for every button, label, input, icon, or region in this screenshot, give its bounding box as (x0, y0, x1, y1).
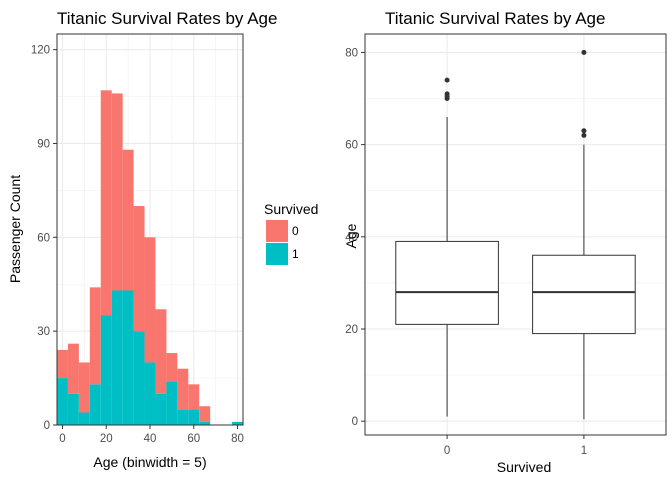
y-tick-label: 80 (345, 47, 358, 59)
legend-label-1: 1 (292, 247, 299, 261)
bar-survived-0 (89, 287, 101, 385)
bar-survived-1 (177, 409, 189, 425)
histogram-y-axis-title: Passenger Count (7, 175, 23, 283)
x-tick-label: 20 (100, 433, 113, 445)
bar-survived-1 (188, 409, 200, 425)
bar-survived-0 (78, 362, 90, 413)
box-iqr (532, 254, 636, 335)
y-tick-label: 0 (44, 420, 50, 432)
legend: Survived 0 1 (264, 201, 318, 265)
bar-survived-0 (67, 343, 79, 394)
bar-survived-1 (57, 378, 68, 425)
bar-survived-0 (166, 353, 178, 382)
histogram-y-ticks: 0 30 60 90 120 (31, 45, 57, 432)
x-tick-label: 60 (187, 433, 200, 445)
box-0 (395, 77, 499, 417)
box-iqr (395, 240, 499, 325)
y-tick-label: 60 (345, 140, 358, 152)
bar-survived-0 (122, 149, 134, 291)
y-tick-label: 120 (31, 45, 50, 57)
boxplot-y-ticks: 0 20 40 60 80 (345, 47, 365, 428)
bar-survived-1 (67, 393, 79, 425)
legend-title: Survived (264, 201, 318, 217)
bar-survived-1 (89, 384, 101, 425)
bar-survived-0 (100, 90, 112, 316)
boxplot-boxes (395, 49, 636, 420)
histogram-bars (57, 90, 243, 425)
bar-survived-0 (57, 349, 68, 379)
x-tick-label: 1 (581, 445, 587, 457)
bar-survived-0 (177, 368, 189, 410)
bar-survived-1 (122, 290, 134, 425)
y-tick-label: 90 (37, 138, 50, 150)
y-tick-label: 20 (345, 324, 358, 336)
bar-survived-1 (232, 421, 243, 425)
bar-survived-1 (133, 331, 145, 425)
bar-survived-1 (155, 393, 167, 425)
bar-survived-1 (78, 412, 90, 425)
legend-key-1 (266, 243, 288, 265)
bar-survived-1 (199, 421, 211, 425)
bar-survived-0 (144, 237, 156, 363)
y-tick-label: 60 (37, 232, 50, 244)
bar-survived-0 (111, 93, 123, 291)
outlier-point (581, 132, 587, 138)
bar-survived-1 (144, 362, 156, 425)
histogram-chart: Titanic Survival Rates by Age 0 20 40 60 80 … (7, 9, 277, 470)
x-tick-label: 80 (231, 433, 244, 445)
bar-survived-0 (155, 309, 167, 394)
bar-survived-0 (199, 406, 211, 422)
y-tick-label: 0 (352, 416, 358, 428)
boxplot-panel-border (364, 33, 667, 436)
histogram-title: Titanic Survival Rates by Age (57, 9, 277, 28)
outlier-point (444, 77, 450, 83)
legend-key-0 (266, 220, 288, 242)
bar-survived-0 (133, 206, 145, 332)
histogram-x-axis-title: Age (binwidth = 5) (93, 454, 206, 470)
legend-label-0: 0 (292, 224, 299, 238)
outlier-point (444, 91, 450, 97)
outlier-point (581, 128, 587, 134)
y-tick-label: 30 (37, 326, 50, 338)
x-tick-label: 0 (444, 445, 450, 457)
boxplot-x-axis-title: Survived (497, 459, 551, 475)
bar-survived-1 (111, 290, 123, 425)
histogram-x-ticks: 0 20 40 60 80 (59, 425, 244, 445)
outlier-point (581, 49, 587, 55)
bar-survived-1 (100, 315, 112, 425)
bar-survived-0 (188, 384, 200, 410)
y-tick-label: 40 (345, 232, 358, 244)
box-1 (532, 49, 636, 420)
x-tick-label: 0 (59, 433, 65, 445)
boxplot-y-axis-title: Age (343, 223, 359, 248)
boxplot-title: Titanic Survival Rates by Age (385, 9, 605, 28)
x-tick-label: 40 (144, 433, 157, 445)
bar-survived-1 (166, 381, 178, 425)
